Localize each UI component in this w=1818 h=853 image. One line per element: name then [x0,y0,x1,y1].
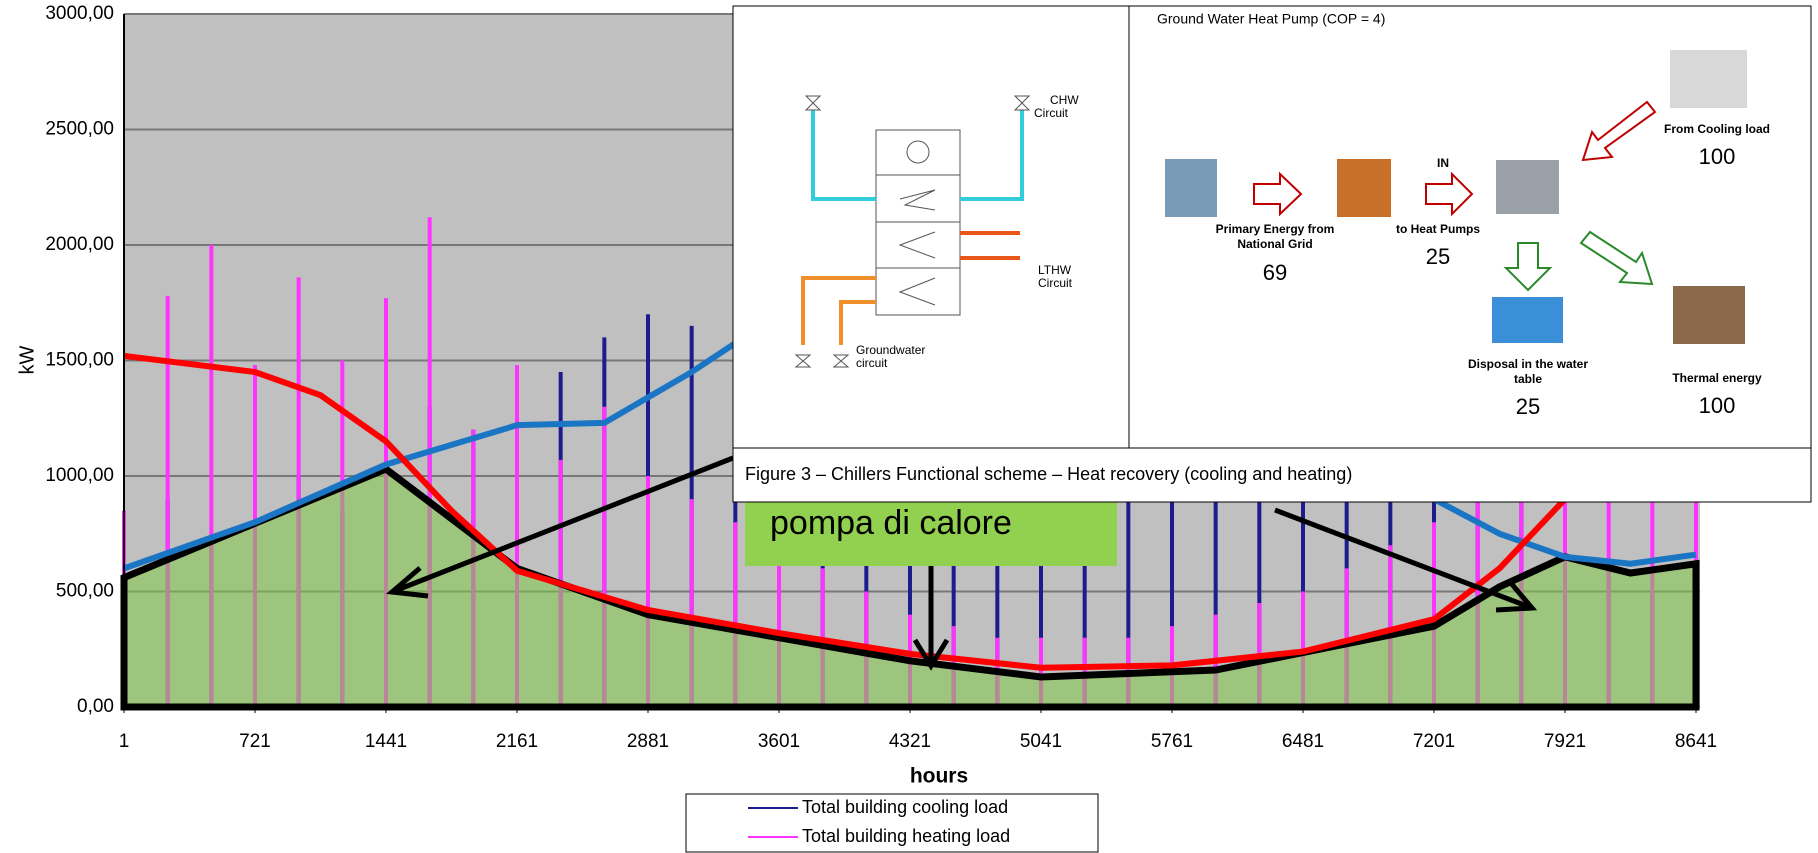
flow-label: Thermal energy [1672,371,1762,385]
photo [1337,159,1391,217]
schematic-label: Circuit [1038,276,1073,290]
photo [1496,160,1559,214]
schematic-label: circuit [856,356,888,370]
flow-label: From Cooling load [1664,122,1770,136]
flow-label: table [1514,372,1542,386]
y-tick-label: 2500,00 [45,119,114,140]
photo [1673,286,1745,344]
photo [1670,50,1747,108]
x-tick-label: 1 [119,731,130,752]
x-tick-label: 5041 [1020,731,1062,752]
flow-value: 100 [1699,393,1736,418]
flow-label: National Grid [1237,237,1312,251]
y-tick-label: 0,00 [77,696,114,717]
y-tick-label: 1500,00 [45,350,114,371]
inset-title: Ground Water Heat Pump (COP = 4) [1157,11,1385,27]
flow-value: 100 [1699,144,1736,169]
x-tick-label: 4321 [889,731,931,752]
x-tick-label: 721 [239,731,271,752]
y-axis-label: kW [16,345,38,374]
x-tick-label: 2881 [627,731,669,752]
legend-label: Total building heating load [802,826,1010,846]
photo [1165,159,1217,217]
page: {"chart_data": {"type": "line", "y_label… [0,0,1818,853]
photo [1492,297,1563,343]
flow-value: 25 [1516,394,1540,419]
inset-caption: Figure 3 – Chillers Functional scheme – … [745,464,1352,484]
flow-value: 25 [1426,244,1450,269]
flow-value: 69 [1263,260,1287,285]
flow-label: IN [1437,156,1449,170]
inset-frame [733,6,1811,502]
x-tick-label: 7201 [1413,731,1455,752]
legend-label: Total building cooling load [802,797,1008,817]
x-tick-label: 3601 [758,731,800,752]
schematic-label: LTHW [1038,263,1072,277]
y-tick-label: 2000,00 [45,234,114,255]
x-tick-label: 7921 [1544,731,1586,752]
y-tick-label: 3000,00 [45,3,114,24]
flow-label: to Heat Pumps [1396,222,1480,236]
schematic-label: Circuit [1034,106,1069,120]
x-tick-label: 2161 [496,731,538,752]
x-tick-label: 1441 [365,731,407,752]
schematic-label: CHW [1050,93,1079,107]
y-tick-label: 1000,00 [45,465,114,486]
inset-figure: Figure 3 – Chillers Functional scheme – … [733,6,1811,502]
y-tick-label: 500,00 [56,581,114,602]
flow-label: Disposal in the water [1468,357,1588,371]
chart: pompa di calore kW hours Total building … [0,0,1818,853]
x-tick-label: 6481 [1282,731,1324,752]
schematic-label: Groundwater [856,343,925,357]
annotation-text: pompa di calore [770,504,1012,542]
x-axis-label: hours [910,765,968,788]
flow-label: Primary Energy from [1216,222,1335,236]
x-tick-label: 5761 [1151,731,1193,752]
x-tick-label: 8641 [1675,731,1717,752]
